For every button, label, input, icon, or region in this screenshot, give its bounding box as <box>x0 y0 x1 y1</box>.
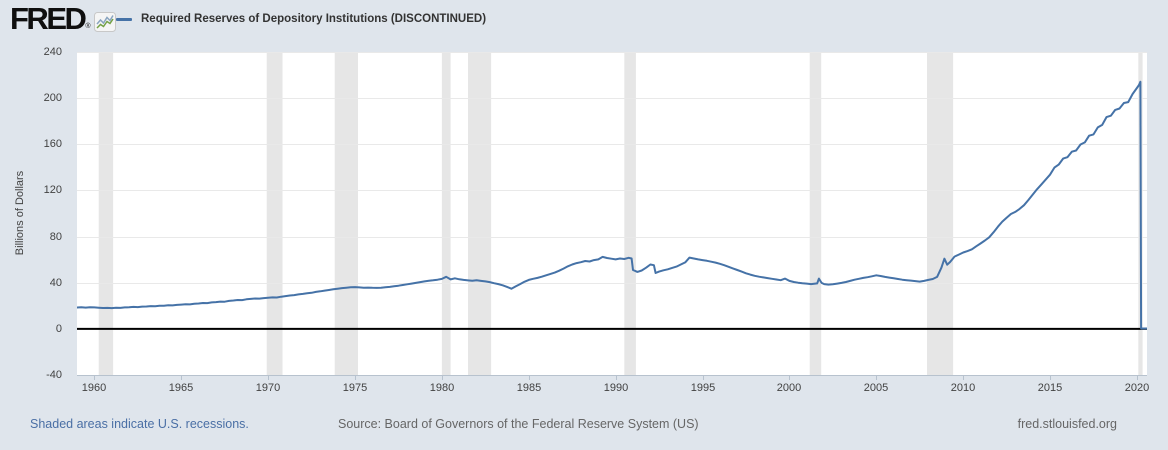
recession-band <box>98 52 114 375</box>
x-tick-label: 1980 <box>429 382 455 394</box>
data-line <box>77 80 1147 330</box>
x-tick-mark <box>94 376 95 380</box>
fred-logo[interactable]: FRED ® <box>10 1 116 36</box>
y-tick-label: 240 <box>43 46 62 58</box>
recession-band <box>266 52 283 375</box>
recession-band <box>624 52 636 375</box>
fred-logo-text: FRED <box>10 1 87 36</box>
fred-logo-chart-icon <box>93 12 116 32</box>
x-tick-mark <box>616 376 617 380</box>
x-tick-mark <box>442 376 443 380</box>
recession-band <box>334 52 358 375</box>
x-tick-label: 2020 <box>1124 382 1150 394</box>
x-tick-mark <box>355 376 356 380</box>
x-tick-label: 1990 <box>603 382 629 394</box>
x-tick-mark <box>963 376 964 380</box>
x-tick-label: 1970 <box>255 382 281 394</box>
x-tick-label: 1965 <box>168 382 194 394</box>
x-tick-label: 1960 <box>81 382 107 394</box>
chart-legend: Required Reserves of Depository Institut… <box>116 12 486 26</box>
x-tick-mark <box>529 376 530 380</box>
plot-area[interactable] <box>77 52 1147 375</box>
x-tick-mark <box>876 376 877 380</box>
recession-band <box>468 52 492 375</box>
x-tick-label: 2015 <box>1037 382 1063 394</box>
recession-note-link[interactable]: Shaded areas indicate U.S. recessions. <box>30 417 249 431</box>
recession-band <box>441 52 451 375</box>
y-tick-label: 120 <box>43 184 62 196</box>
recession-band <box>809 52 822 375</box>
source-text: Source: Board of Governors of the Federa… <box>338 417 699 431</box>
x-tick-label: 2005 <box>863 382 889 394</box>
recession-band <box>927 52 954 375</box>
y-tick-label: -40 <box>46 369 62 381</box>
x-tick-mark <box>1050 376 1051 380</box>
x-tick-mark <box>181 376 182 380</box>
fred-site-link[interactable]: fred.stlouisfed.org <box>1017 417 1117 431</box>
x-tick-mark <box>268 376 269 380</box>
x-axis-line <box>77 375 1147 376</box>
series-legend-label: Required Reserves of Depository Institut… <box>141 13 487 25</box>
y-tick-label: 160 <box>43 138 62 150</box>
x-tick-label: 2000 <box>776 382 802 394</box>
y-tick-label: 200 <box>43 92 62 104</box>
chart-region[interactable]: Billions of Dollars 1960 1965 1970 1975 1980… <box>0 0 1168 410</box>
x-tick-mark <box>789 376 790 380</box>
x-tick-label: 2010 <box>950 382 976 394</box>
x-tick-mark <box>1137 376 1138 380</box>
y-tick-label: 40 <box>49 277 62 289</box>
x-tick-mark <box>703 376 704 380</box>
y-tick-label: 80 <box>49 231 62 243</box>
x-tick-label: 1985 <box>516 382 542 394</box>
x-tick-label: 1975 <box>342 382 368 394</box>
y-tick-label: 0 <box>55 323 62 335</box>
series-legend-dash <box>116 17 132 21</box>
registered-mark-icon: ® <box>85 23 91 30</box>
x-tick-label: 1995 <box>690 382 716 394</box>
